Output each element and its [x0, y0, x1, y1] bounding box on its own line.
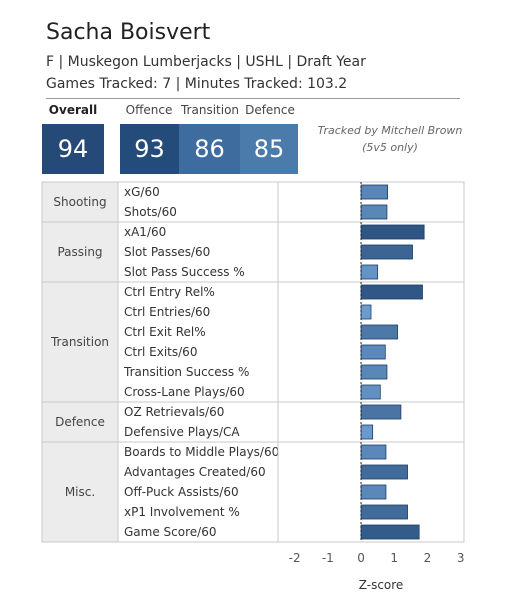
- metric-label: Cross-Lane Plays/60: [124, 385, 245, 399]
- x-tick-label: 1: [390, 551, 398, 565]
- category-label: Transition: [50, 335, 109, 349]
- player-name: Sacha Boisvert: [46, 20, 211, 45]
- offence-header: Offence: [125, 103, 173, 117]
- category-cell-2: [42, 282, 118, 402]
- category-cell-0: [42, 182, 118, 222]
- bar: [360, 344, 386, 360]
- bar: [360, 204, 388, 220]
- bar: [360, 304, 372, 320]
- metric-label: Ctrl Exits/60: [124, 345, 197, 359]
- category-cell-4: [42, 442, 118, 542]
- bar: [360, 244, 413, 260]
- table-border: [41, 181, 465, 543]
- category-label: Misc.: [65, 485, 95, 499]
- overall-score: 94: [42, 124, 104, 174]
- metric-label: Slot Pass Success %: [124, 265, 245, 279]
- metric-label: Game Score/60: [124, 525, 216, 539]
- bar: [360, 264, 379, 280]
- metric-label: Defensive Plays/CA: [124, 425, 240, 439]
- metric-label: Boards to Middle Plays/60: [124, 445, 279, 459]
- bar: [360, 284, 423, 300]
- category-cell-1: [42, 222, 118, 282]
- tracking-note: Tracked by Mitchell Brown (5v5 only): [317, 124, 463, 154]
- metric-label: Transition Success %: [123, 365, 249, 379]
- bar: [360, 484, 387, 500]
- header-divider: [46, 98, 460, 99]
- bar: [360, 364, 388, 380]
- category-cell-3: [42, 402, 118, 442]
- metric-label: xG/60: [124, 185, 160, 199]
- bar: [360, 224, 425, 240]
- bar: [360, 444, 387, 460]
- category-label: Passing: [57, 245, 102, 259]
- category-label: Shooting: [53, 195, 106, 209]
- metric-label: Advantages Created/60: [124, 465, 266, 479]
- offence-score: 93: [120, 124, 179, 174]
- x-tick-label: 2: [424, 551, 432, 565]
- tracking-summary: Games Tracked: 7 | Minutes Tracked: 103.…: [46, 76, 348, 92]
- bar: [360, 184, 389, 200]
- overall-header: Overall: [48, 103, 98, 117]
- bar: [360, 464, 408, 480]
- transition-score: 86: [179, 124, 240, 174]
- bar: [360, 404, 402, 420]
- bar: [360, 424, 374, 440]
- x-axis-title: Z-score: [359, 578, 404, 592]
- metric-label: xA1/60: [124, 225, 166, 239]
- defence-score: 85: [240, 124, 298, 174]
- metric-label: Off-Puck Assists/60: [124, 485, 239, 499]
- metric-label: OZ Retrievals/60: [124, 405, 224, 419]
- x-tick-label: 3: [457, 551, 465, 565]
- x-tick-label: -2: [289, 551, 301, 565]
- metric-label: Ctrl Entry Rel%: [124, 285, 215, 299]
- category-label: Defence: [55, 415, 105, 429]
- x-tick-label: 0: [357, 551, 365, 565]
- metric-label: Ctrl Entries/60: [124, 305, 210, 319]
- metric-label: xP1 Involvement %: [124, 505, 240, 519]
- bar: [360, 384, 381, 400]
- metric-label: Shots/60: [124, 205, 177, 219]
- metric-label: Ctrl Exit Rel%: [124, 325, 206, 339]
- bar: [360, 504, 408, 520]
- metric-label: Slot Passes/60: [124, 245, 210, 259]
- defence-header: Defence: [245, 103, 295, 117]
- bar: [360, 324, 398, 340]
- player-subtitle: F | Muskegon Lumberjacks | USHL | Draft …: [46, 54, 366, 70]
- x-tick-label: -1: [322, 551, 334, 565]
- bar: [360, 524, 420, 540]
- transition-header: Transition: [180, 103, 240, 117]
